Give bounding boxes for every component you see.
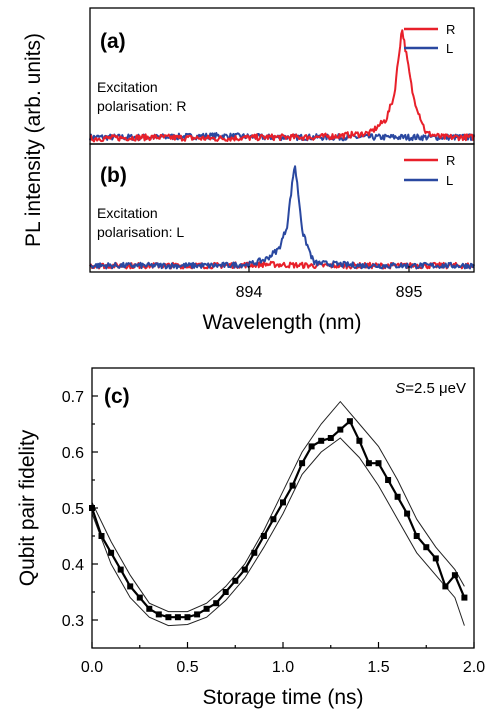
panel-c-point — [346, 418, 353, 425]
panel-c-point — [108, 549, 115, 556]
panel-c-point — [146, 605, 153, 612]
panel-b-legend: R L — [404, 153, 455, 188]
panel-a-series-r — [89, 29, 475, 143]
panel-c-point — [423, 544, 430, 551]
panel-c-point — [356, 437, 363, 444]
panel-c-point — [375, 460, 382, 467]
panel-c-point — [318, 437, 325, 444]
panel-c-point — [327, 435, 334, 441]
panel-b-xtick-label-895: 895 — [396, 284, 423, 301]
panel-c-xtick-label: 0.0 — [81, 659, 103, 676]
panel-a-legend: R L — [404, 22, 455, 56]
panel-c-point — [442, 583, 449, 590]
panel-c-point — [194, 611, 201, 618]
panel-c-ytick-label: 0.5 — [62, 501, 84, 518]
panel-c-point — [203, 605, 210, 612]
panel-c-point — [365, 460, 372, 467]
panel-a-label: (a) — [100, 30, 126, 53]
panel-c-ticks: 0.0 0.5 1.0 1.5 2.0 0.3 0.4 0.5 0.6 0.7 — [62, 389, 485, 676]
panel-c-annotation-rest: =2.5 μeV — [405, 380, 466, 397]
panel-c-point — [461, 594, 468, 601]
panel-b-annotation-line2: polarisation: L — [97, 224, 184, 240]
panel-c-ytick-label: 0.4 — [62, 557, 84, 574]
panel-c-point — [299, 460, 306, 467]
panel-c-point — [251, 549, 258, 556]
panel-c-point — [280, 499, 286, 506]
panel-c-point — [127, 583, 134, 590]
panel-c-point — [165, 614, 172, 621]
panel-c-ylabel: Qubit pair fidelity — [16, 429, 39, 586]
panel-c-point — [213, 600, 220, 607]
panel-b-series-r — [89, 260, 475, 270]
panel-b-annotation-line1: Excitation — [97, 205, 158, 221]
panel-a-annotation-line1: Excitation — [97, 79, 158, 95]
panel-c-ytick-label: 0.7 — [62, 389, 84, 406]
panel-c-point — [222, 589, 229, 595]
panel-b: (b) Excitation polarisation: L R L 894 8… — [89, 143, 475, 334]
panel-c-point — [241, 566, 248, 573]
panel-c-point — [260, 533, 267, 539]
panel-c-label: (c) — [104, 385, 130, 408]
panel-c-point — [174, 614, 181, 621]
panel-a-annotation-line2: polarisation: R — [97, 98, 187, 114]
panel-b-series — [89, 165, 475, 270]
panel-c-series — [89, 400, 468, 627]
panel-c-ytick-label: 0.3 — [62, 613, 84, 630]
panel-c-point — [117, 566, 124, 573]
panel-c-point — [404, 510, 411, 517]
panel-c-point — [289, 482, 296, 489]
panel-b-frame — [89, 143, 475, 273]
panel-c-point — [98, 533, 105, 539]
panel-c-ytick-label: 0.6 — [62, 445, 84, 462]
panel-c-point — [232, 577, 239, 584]
panel-b-xlabel: Wavelength (nm) — [202, 311, 361, 334]
panel-c-annotation: S=2.5 μeV — [395, 380, 466, 397]
panel-c-xtick-label: 2.0 — [463, 659, 485, 676]
panel-c-point — [184, 614, 191, 621]
panel-a-legend-label-r: R — [446, 22, 455, 37]
panel-c: 0.0 0.5 1.0 1.5 2.0 0.3 0.4 0.5 0.6 0.7 (c) S=2.5… — [16, 367, 485, 709]
panel-b-xtick-label-894: 894 — [236, 284, 263, 301]
panel-c-point — [413, 533, 420, 539]
panel-a-series — [89, 29, 475, 143]
panel-b-label: (b) — [100, 164, 127, 187]
panel-c-xtick-label: 1.0 — [272, 659, 294, 676]
panel-c-point — [432, 555, 439, 562]
panel-c-annotation-var: S — [395, 380, 405, 397]
panel-ab-ylabel: PL intensity (arb. units) — [22, 33, 45, 247]
panel-c-point — [337, 426, 344, 433]
panel-c-point — [155, 611, 162, 618]
panel-c-point — [270, 516, 277, 523]
panel-a-legend-label-l: L — [446, 41, 453, 56]
panel-c-point — [394, 493, 401, 500]
panel-c-point — [136, 594, 143, 601]
panel-c-xtick-label: 0.5 — [176, 659, 198, 676]
panel-c-bound-lower — [91, 437, 465, 627]
panel-b-series-l — [89, 165, 475, 270]
panel-c-bound-upper — [91, 400, 465, 613]
panel-c-xlabel: Storage time (ns) — [202, 686, 363, 709]
panel-b-legend-label-l: L — [446, 173, 453, 188]
panel-b-legend-label-r: R — [446, 153, 455, 168]
panel-c-point — [385, 477, 392, 483]
panel-c-point — [451, 572, 458, 579]
panel-c-fidelity-line — [90, 419, 466, 619]
panel-a: (a) Excitation polarisation: R R L — [89, 7, 475, 145]
panel-c-xtick-label: 1.5 — [367, 659, 389, 676]
panel-c-point — [308, 443, 315, 450]
